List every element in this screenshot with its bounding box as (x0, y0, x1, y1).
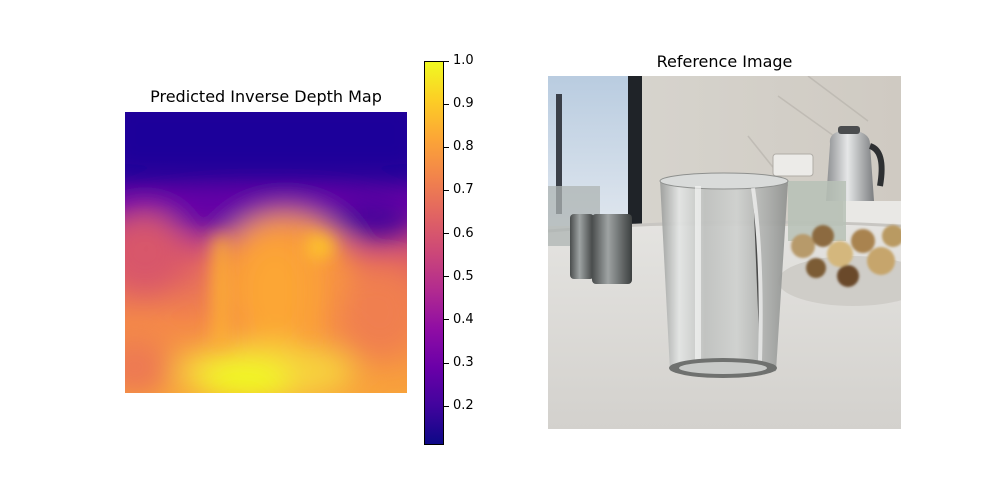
colorbar (424, 61, 444, 445)
cup-right (592, 214, 632, 284)
depth-highlight (306, 235, 334, 259)
depth-map-title: Predicted Inverse Depth Map (150, 87, 382, 106)
colorbar-tick (444, 276, 449, 278)
depth-bottom-left (125, 337, 170, 393)
depth-glass-core (237, 237, 313, 347)
wall-socket (772, 153, 814, 177)
window-frame-center (628, 76, 642, 226)
colorbar-tick (444, 103, 449, 105)
depth-glass-edge (213, 237, 229, 347)
depth-right-mid (340, 267, 407, 357)
depth-far-band (125, 112, 407, 177)
colorbar-tick-label: 0.4 (453, 311, 474, 327)
colorbar-tick-label: 0.5 (453, 268, 474, 284)
colorbar-tick (444, 146, 449, 148)
colorbar-tick (444, 362, 449, 364)
depth-right-purple (335, 202, 407, 238)
window-frame-left (556, 94, 562, 214)
colorbar-gradient (425, 62, 443, 444)
reference-image (548, 76, 901, 429)
depth-bottom-bright (200, 360, 290, 393)
main-glass-base-shine (679, 362, 767, 374)
main-glass-rim (659, 172, 789, 190)
depth-map-heatmap (125, 112, 407, 393)
colorbar-tick (444, 405, 449, 407)
colorbar-tick-label: 0.7 (453, 182, 474, 198)
colorbar-tick (444, 233, 449, 235)
reference-image-title: Reference Image (656, 52, 793, 71)
cup-left (570, 214, 594, 279)
colorbar-tick-label: 0.6 (453, 225, 474, 241)
depth-left-pink (125, 212, 185, 292)
colorbar-tick (444, 189, 449, 191)
nuts (791, 225, 901, 287)
main-glass (660, 177, 788, 376)
colorbar-tick-label: 0.2 (453, 398, 474, 414)
kettle-handle (868, 143, 885, 187)
colorbar-tick (444, 319, 449, 321)
colorbar-tick-label: 0.9 (453, 96, 474, 112)
colorbar-tick-label: 1.0 (453, 53, 474, 68)
kettle-lid (838, 126, 860, 134)
colorbar-tick (444, 60, 449, 62)
colorbar-tick-label: 0.3 (453, 355, 474, 371)
colorbar-tick-label: 0.8 (453, 139, 474, 155)
glass-highlight-2 (751, 187, 763, 362)
